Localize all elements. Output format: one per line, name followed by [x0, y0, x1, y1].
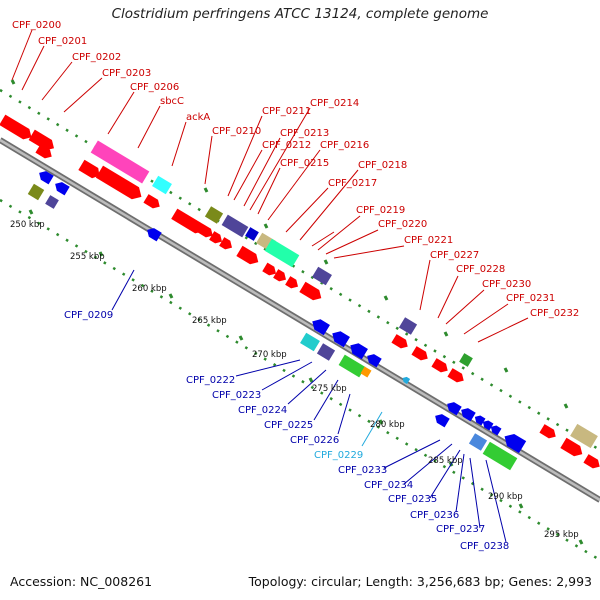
genome-backbone: [0, 137, 600, 503]
lower-callout-lines: [111, 269, 507, 543]
label-cpf-0215: CPF_0215: [280, 158, 329, 169]
label-cpf-0218: CPF_0218: [358, 160, 407, 171]
label-cpf-0238: CPF_0238: [460, 541, 509, 552]
cyan-gene-label[interactable]: CPF_0229: [314, 450, 363, 461]
label-cpf-0219: CPF_0219: [356, 205, 405, 216]
upper-gene-labels[interactable]: CPF_0200 CPF_0201 CPF_0202 CPF_0203 CPF_…: [12, 20, 579, 319]
label-cpf-0222: CPF_0222: [186, 375, 235, 386]
accession-text: Accession: NC_008261: [10, 574, 153, 589]
label-cpf-0211: CPF_0211: [262, 106, 311, 117]
inner-tick-track: [0, 198, 600, 562]
label-cpf-0200: CPF_0200: [12, 20, 61, 31]
label-cpf-0221: CPF_0221: [404, 235, 453, 246]
label-cpf-0223: CPF_0223: [212, 390, 261, 401]
label-cpf-0227: CPF_0227: [430, 250, 479, 261]
reverse-strand-genes[interactable]: [37, 169, 527, 454]
label-cpf-0226: CPF_0226: [290, 435, 339, 446]
label-cpf-0229: CPF_0229: [314, 450, 363, 461]
label-cpf-0213: CPF_0213: [280, 128, 329, 139]
major-ticks: [10, 79, 584, 545]
label-cpf-0202: CPF_0202: [72, 52, 121, 63]
colored-gene-boxes-lower[interactable]: [27, 183, 518, 471]
label-cpf-0203: CPF_0203: [102, 68, 151, 79]
label-cpf-0209: CPF_0209: [64, 310, 113, 321]
kbp-labels: 250 kbp 255 kbp 260 kbp 265 kbp 270 kbp …: [10, 220, 579, 540]
map-title: Clostridium perfringens ATCC 13124, comp…: [111, 6, 489, 22]
label-295-kbp: 295 kbp: [544, 530, 579, 540]
label-cpf-0234: CPF_0234: [364, 480, 413, 491]
label-cpf-0212: CPF_0212: [262, 140, 311, 151]
label-275-kbp: 275 kbp: [312, 384, 347, 394]
label-cpf-0217: CPF_0217: [328, 178, 377, 189]
label-cpf-0206: CPF_0206: [130, 82, 179, 93]
label-290-kbp: 290 kbp: [488, 492, 523, 502]
label-sbcc: sbcC: [160, 96, 184, 107]
lower-gene-labels[interactable]: CPF_0209 CPF_0222 CPF_0223 CPF_0224 CPF_…: [64, 310, 509, 552]
label-cpf-0225: CPF_0225: [264, 420, 313, 431]
label-acka: ackA: [186, 112, 210, 123]
label-260-kbp: 260 kbp: [132, 284, 167, 294]
colored-gene-boxes-upper[interactable]: [90, 140, 598, 449]
upper-callout-lines: [11, 29, 529, 343]
genome-summary-text: Topology: circular; Length: 3,256,683 bp…: [248, 574, 592, 589]
label-cpf-0214: CPF_0214: [310, 98, 359, 109]
label-255-kbp: 255 kbp: [70, 252, 105, 262]
label-270-kbp: 270 kbp: [252, 350, 287, 360]
label-cpf-0236: CPF_0236: [410, 510, 459, 521]
label-cpf-0210: CPF_0210: [212, 126, 261, 137]
outer-tick-track: [0, 88, 600, 452]
label-cpf-0232: CPF_0232: [530, 308, 579, 319]
label-265-kbp: 265 kbp: [192, 316, 227, 326]
forward-strand-genes[interactable]: [0, 114, 600, 471]
label-cpf-0231: CPF_0231: [506, 293, 555, 304]
cyan-callout-line: [361, 411, 383, 447]
label-cpf-0230: CPF_0230: [482, 279, 531, 290]
label-cpf-0201: CPF_0201: [38, 36, 87, 47]
label-cpf-0233: CPF_0233: [338, 465, 387, 476]
label-280-kbp: 280 kbp: [370, 420, 405, 430]
label-cpf-0224: CPF_0224: [238, 405, 287, 416]
label-cpf-0237: CPF_0237: [436, 524, 485, 535]
label-cpf-0220: CPF_0220: [378, 219, 427, 230]
label-cpf-0228: CPF_0228: [456, 264, 505, 275]
label-250-kbp: 250 kbp: [10, 220, 45, 230]
label-cpf-0235: CPF_0235: [388, 494, 437, 505]
label-285-kbp: 285 kbp: [428, 456, 463, 466]
label-cpf-0216: CPF_0216: [320, 140, 369, 151]
